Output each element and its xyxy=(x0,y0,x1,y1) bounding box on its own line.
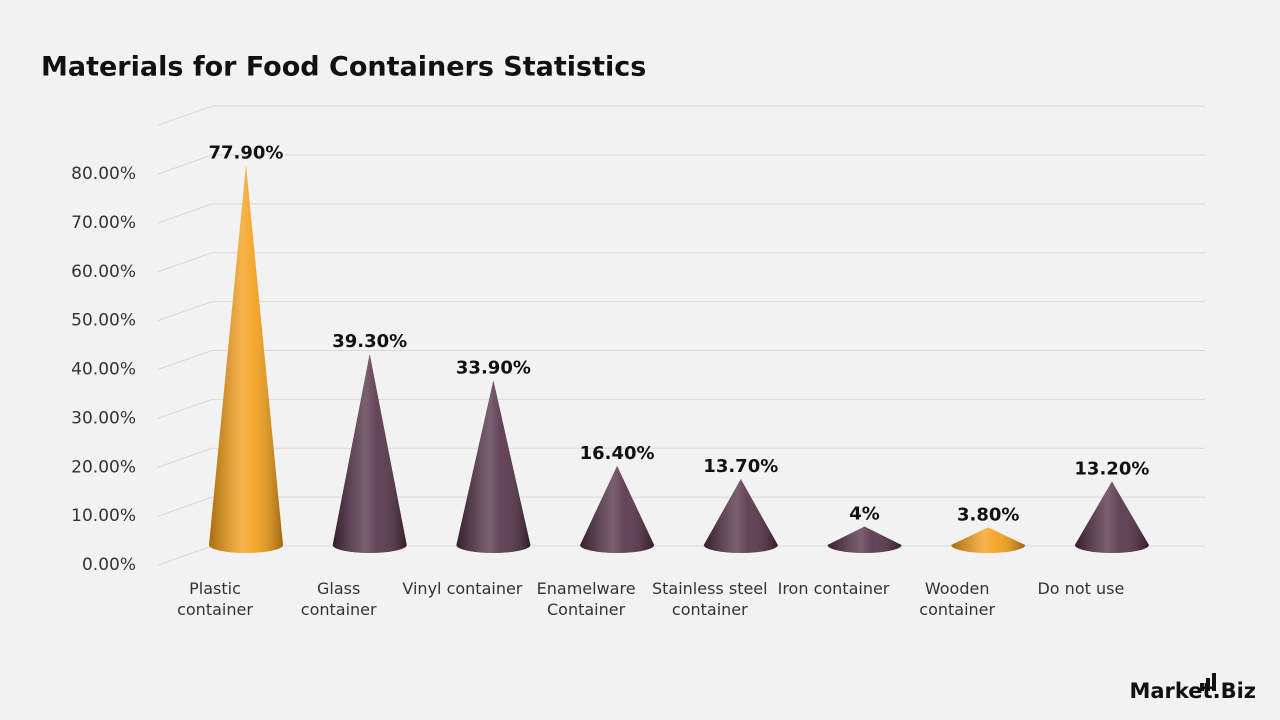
x-tick-label: Vinyl container xyxy=(402,579,523,598)
grid-floor xyxy=(157,496,213,517)
cone xyxy=(1074,481,1149,553)
y-tick-label: 30.00% xyxy=(71,408,136,428)
grid-line xyxy=(157,545,1205,566)
x-tick-label: Do not use xyxy=(1037,579,1125,598)
value-label: 33.90% xyxy=(456,357,531,378)
cone-shade xyxy=(1074,481,1149,553)
cone xyxy=(703,479,778,553)
grid-line xyxy=(157,350,1205,370)
grid-line xyxy=(157,398,1205,419)
value-label: 16.40% xyxy=(580,443,655,464)
y-tick-label: 60.00% xyxy=(71,262,136,282)
y-tick-label: 0.00% xyxy=(82,555,136,575)
brand-logo: Market.Biz xyxy=(1129,673,1256,703)
x-tick-label: Glass container xyxy=(300,579,377,619)
cone-shade xyxy=(456,380,531,553)
x-tick-label: Enamelware Container xyxy=(536,579,636,619)
cone xyxy=(951,527,1026,553)
grid-floor xyxy=(157,447,213,468)
grid-floor xyxy=(157,301,213,322)
grid-floor xyxy=(157,398,213,419)
y-tick-label: 70.00% xyxy=(71,213,136,233)
x-tick-label: Wooden container xyxy=(919,579,996,619)
value-label: 39.30% xyxy=(332,331,407,352)
x-tick-label: Iron container xyxy=(777,579,890,598)
grid-line xyxy=(157,105,1205,126)
cone xyxy=(456,380,531,553)
y-tick-label: 10.00% xyxy=(71,506,136,526)
y-tick-label: 40.00% xyxy=(71,360,136,380)
y-tick-label: 80.00% xyxy=(71,164,136,184)
grid-floor xyxy=(157,203,213,224)
cone-shade xyxy=(703,479,778,553)
y-tick-label: 50.00% xyxy=(71,311,136,331)
grid-line xyxy=(157,496,1205,517)
value-label: 4% xyxy=(849,503,880,524)
cone-shade xyxy=(827,526,902,553)
cone xyxy=(580,465,655,553)
cone-shade xyxy=(209,165,283,554)
grid-floor xyxy=(157,252,213,273)
cone-shade xyxy=(332,353,407,553)
x-tick-label: Plastic container xyxy=(177,579,253,619)
grid-floor xyxy=(157,350,213,370)
cone xyxy=(332,353,407,553)
grid-line xyxy=(157,154,1205,175)
grid-floor xyxy=(157,154,213,175)
cone-shade xyxy=(580,465,655,553)
grid-floor xyxy=(157,105,213,126)
value-label: 13.70% xyxy=(703,456,778,477)
brand: Market.Biz xyxy=(1129,679,1256,703)
cone-shade xyxy=(951,527,1026,553)
y-tick-label: 20.00% xyxy=(71,457,136,477)
value-label: 3.80% xyxy=(957,504,1019,525)
cone xyxy=(209,165,283,554)
value-label: 77.90% xyxy=(209,142,284,163)
grid-line xyxy=(157,203,1205,224)
cone xyxy=(827,526,902,553)
grid-line xyxy=(157,301,1205,322)
value-label: 13.20% xyxy=(1074,458,1149,479)
grid-floor xyxy=(157,545,213,566)
chart-title: Materials for Food Containers Statistics xyxy=(41,52,646,83)
grid-line xyxy=(157,252,1205,273)
grid-line xyxy=(157,447,1205,468)
x-tick-label: Stainless steel container xyxy=(651,579,768,619)
